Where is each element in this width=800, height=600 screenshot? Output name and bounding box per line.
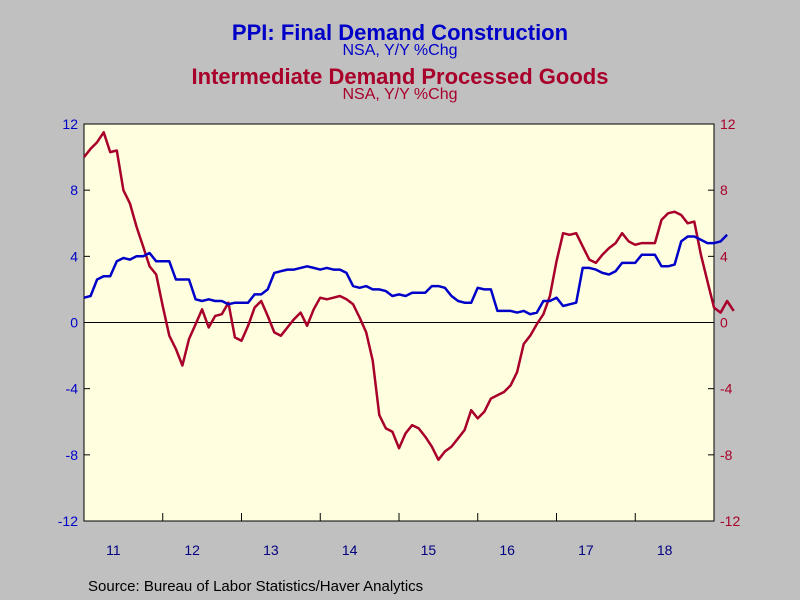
chart-subtitle-secondary: NSA, Y/Y %Chg — [342, 86, 458, 103]
chart-title-primary: PPI: Final Demand Construction — [231, 20, 569, 45]
right-axis: 12 8 4 0 -4 -8 -12 — [708, 116, 740, 529]
x-tick-label: 13 — [263, 542, 279, 558]
chart-subtitle-primary: NSA, Y/Y %Chg — [342, 42, 458, 59]
y-tick-label-left: 12 — [62, 116, 78, 132]
x-tick-label: 17 — [578, 542, 594, 558]
y-tick-label-left: -12 — [58, 513, 78, 529]
y-tick-label-left: 4 — [70, 248, 78, 264]
x-tick-label: 11 — [106, 542, 121, 558]
series-line-processed-goods — [83, 131, 735, 462]
y-tick-label-left: -8 — [66, 447, 79, 463]
y-tick-label-right: 8 — [720, 182, 728, 198]
y-tick-label-right: -12 — [720, 513, 740, 529]
x-axis: 11 12 13 14 15 16 17 18 — [83, 513, 715, 558]
y-tick-label-left: -4 — [66, 381, 79, 397]
y-tick-label-right: 12 — [720, 116, 736, 132]
y-tick-label-right: 0 — [720, 315, 728, 331]
y-tick-label-right: -8 — [720, 447, 733, 463]
x-tick-label: 15 — [421, 542, 437, 558]
y-tick-label-right: -4 — [720, 381, 733, 397]
x-tick-label: 14 — [342, 542, 358, 558]
y-tick-label-left: 8 — [70, 182, 78, 198]
source-note: Source: Bureau of Labor Statistics/Haver… — [88, 578, 424, 595]
y-tick-label-right: 4 — [720, 248, 728, 264]
y-tick-label-left: 0 — [70, 315, 78, 331]
chart-title-secondary: Intermediate Demand Processed Goods — [191, 64, 609, 89]
left-axis: 12 8 4 0 -4 -8 -12 — [58, 116, 90, 529]
x-tick-label: 12 — [184, 542, 200, 558]
x-tick-label: 16 — [499, 542, 515, 558]
series-line-construction — [83, 233, 728, 316]
x-tick-label: 18 — [657, 542, 673, 558]
